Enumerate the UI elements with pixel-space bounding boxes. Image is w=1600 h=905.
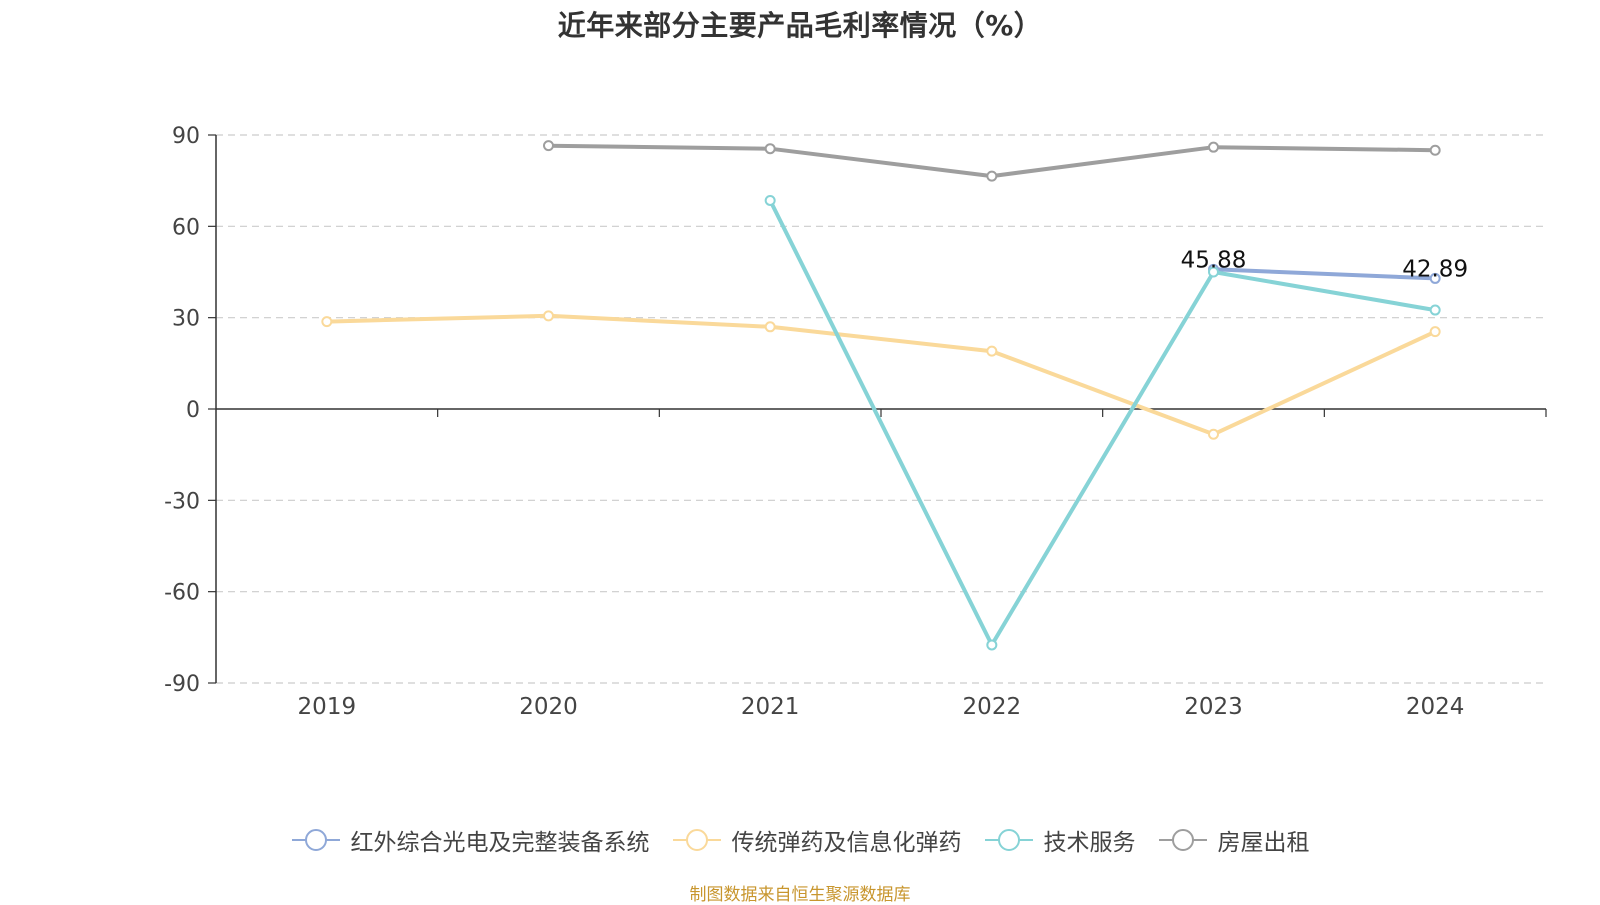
data-point	[764, 321, 776, 333]
data-point	[1208, 428, 1219, 440]
data-point	[1208, 141, 1219, 153]
data-point	[764, 194, 776, 206]
y-tick-label: 60	[172, 215, 200, 240]
data-point	[1429, 326, 1441, 338]
series-line-1	[324, 313, 1438, 437]
legend-label: 红外综合光电及完整装备系统	[350, 830, 650, 856]
data-point	[543, 310, 554, 322]
legend-label: 技术服务	[1043, 830, 1136, 856]
legend-swatch-icon	[984, 829, 1033, 851]
legend: 红外综合光电及完整装备系统 传统弹药及信息化弹药 技术服务 房屋出租	[0, 820, 1600, 860]
data-label: 42.89	[1402, 256, 1468, 282]
legend-label: 房屋出租	[1217, 830, 1310, 856]
legend-swatch-marker	[1171, 829, 1194, 851]
source-note: 制图数据来自恒生聚源数据库	[689, 885, 911, 905]
x-tick-label: 2023	[1184, 694, 1243, 720]
data-point	[321, 316, 333, 328]
chart-title: 近年来部分主要产品毛利率情况（%）	[557, 9, 1043, 42]
x-tick-label: 2021	[741, 694, 800, 720]
data-point	[986, 345, 998, 357]
x-tick-label: 2019	[298, 694, 357, 720]
y-tick-label: -30	[164, 489, 200, 514]
y-tick-label: 90	[172, 124, 200, 149]
y-tick-label: -60	[164, 581, 200, 606]
axis-layer: 90 60 30 0 -30 -60 -90 2019 2020 2021 2022 2023 2024	[164, 124, 1547, 720]
legend-item[interactable]: 传统弹药及信息化弹药	[672, 823, 962, 857]
data-point	[543, 140, 554, 152]
y-tick-label: 30	[172, 307, 200, 332]
data-point	[986, 639, 998, 651]
legend-swatch-icon	[672, 829, 721, 851]
data-point	[986, 170, 998, 182]
legend-swatch-marker	[304, 829, 327, 851]
x-tick-label: 2020	[519, 694, 578, 720]
data-label-layer: 45.88 42.89	[1181, 247, 1469, 282]
x-tick-label: 2022	[963, 694, 1022, 720]
data-point	[1208, 266, 1219, 278]
data-label: 45.88	[1181, 247, 1247, 273]
legend-swatch-icon	[1158, 829, 1207, 851]
y-tick-label: -90	[164, 672, 200, 697]
legend-item[interactable]: 技术服务	[984, 823, 1136, 857]
data-point	[764, 143, 776, 155]
legend-swatch-marker	[685, 829, 708, 851]
legend-label: 传统弹药及信息化弹药	[731, 830, 962, 856]
legend-item[interactable]: 房屋出租	[1158, 823, 1310, 857]
legend-item[interactable]: 红外综合光电及完整装备系统	[291, 823, 650, 857]
series-line-0	[1211, 267, 1438, 281]
legend-swatch-marker	[997, 829, 1020, 851]
data-point	[1429, 304, 1441, 316]
series-line-2	[768, 198, 1438, 647]
y-tick-label: 0	[186, 398, 200, 423]
x-tick-label: 2024	[1406, 694, 1465, 720]
series-layer	[321, 140, 1441, 651]
data-point	[1429, 144, 1441, 156]
data-point	[1429, 272, 1441, 284]
legend-swatch-icon	[291, 829, 340, 851]
